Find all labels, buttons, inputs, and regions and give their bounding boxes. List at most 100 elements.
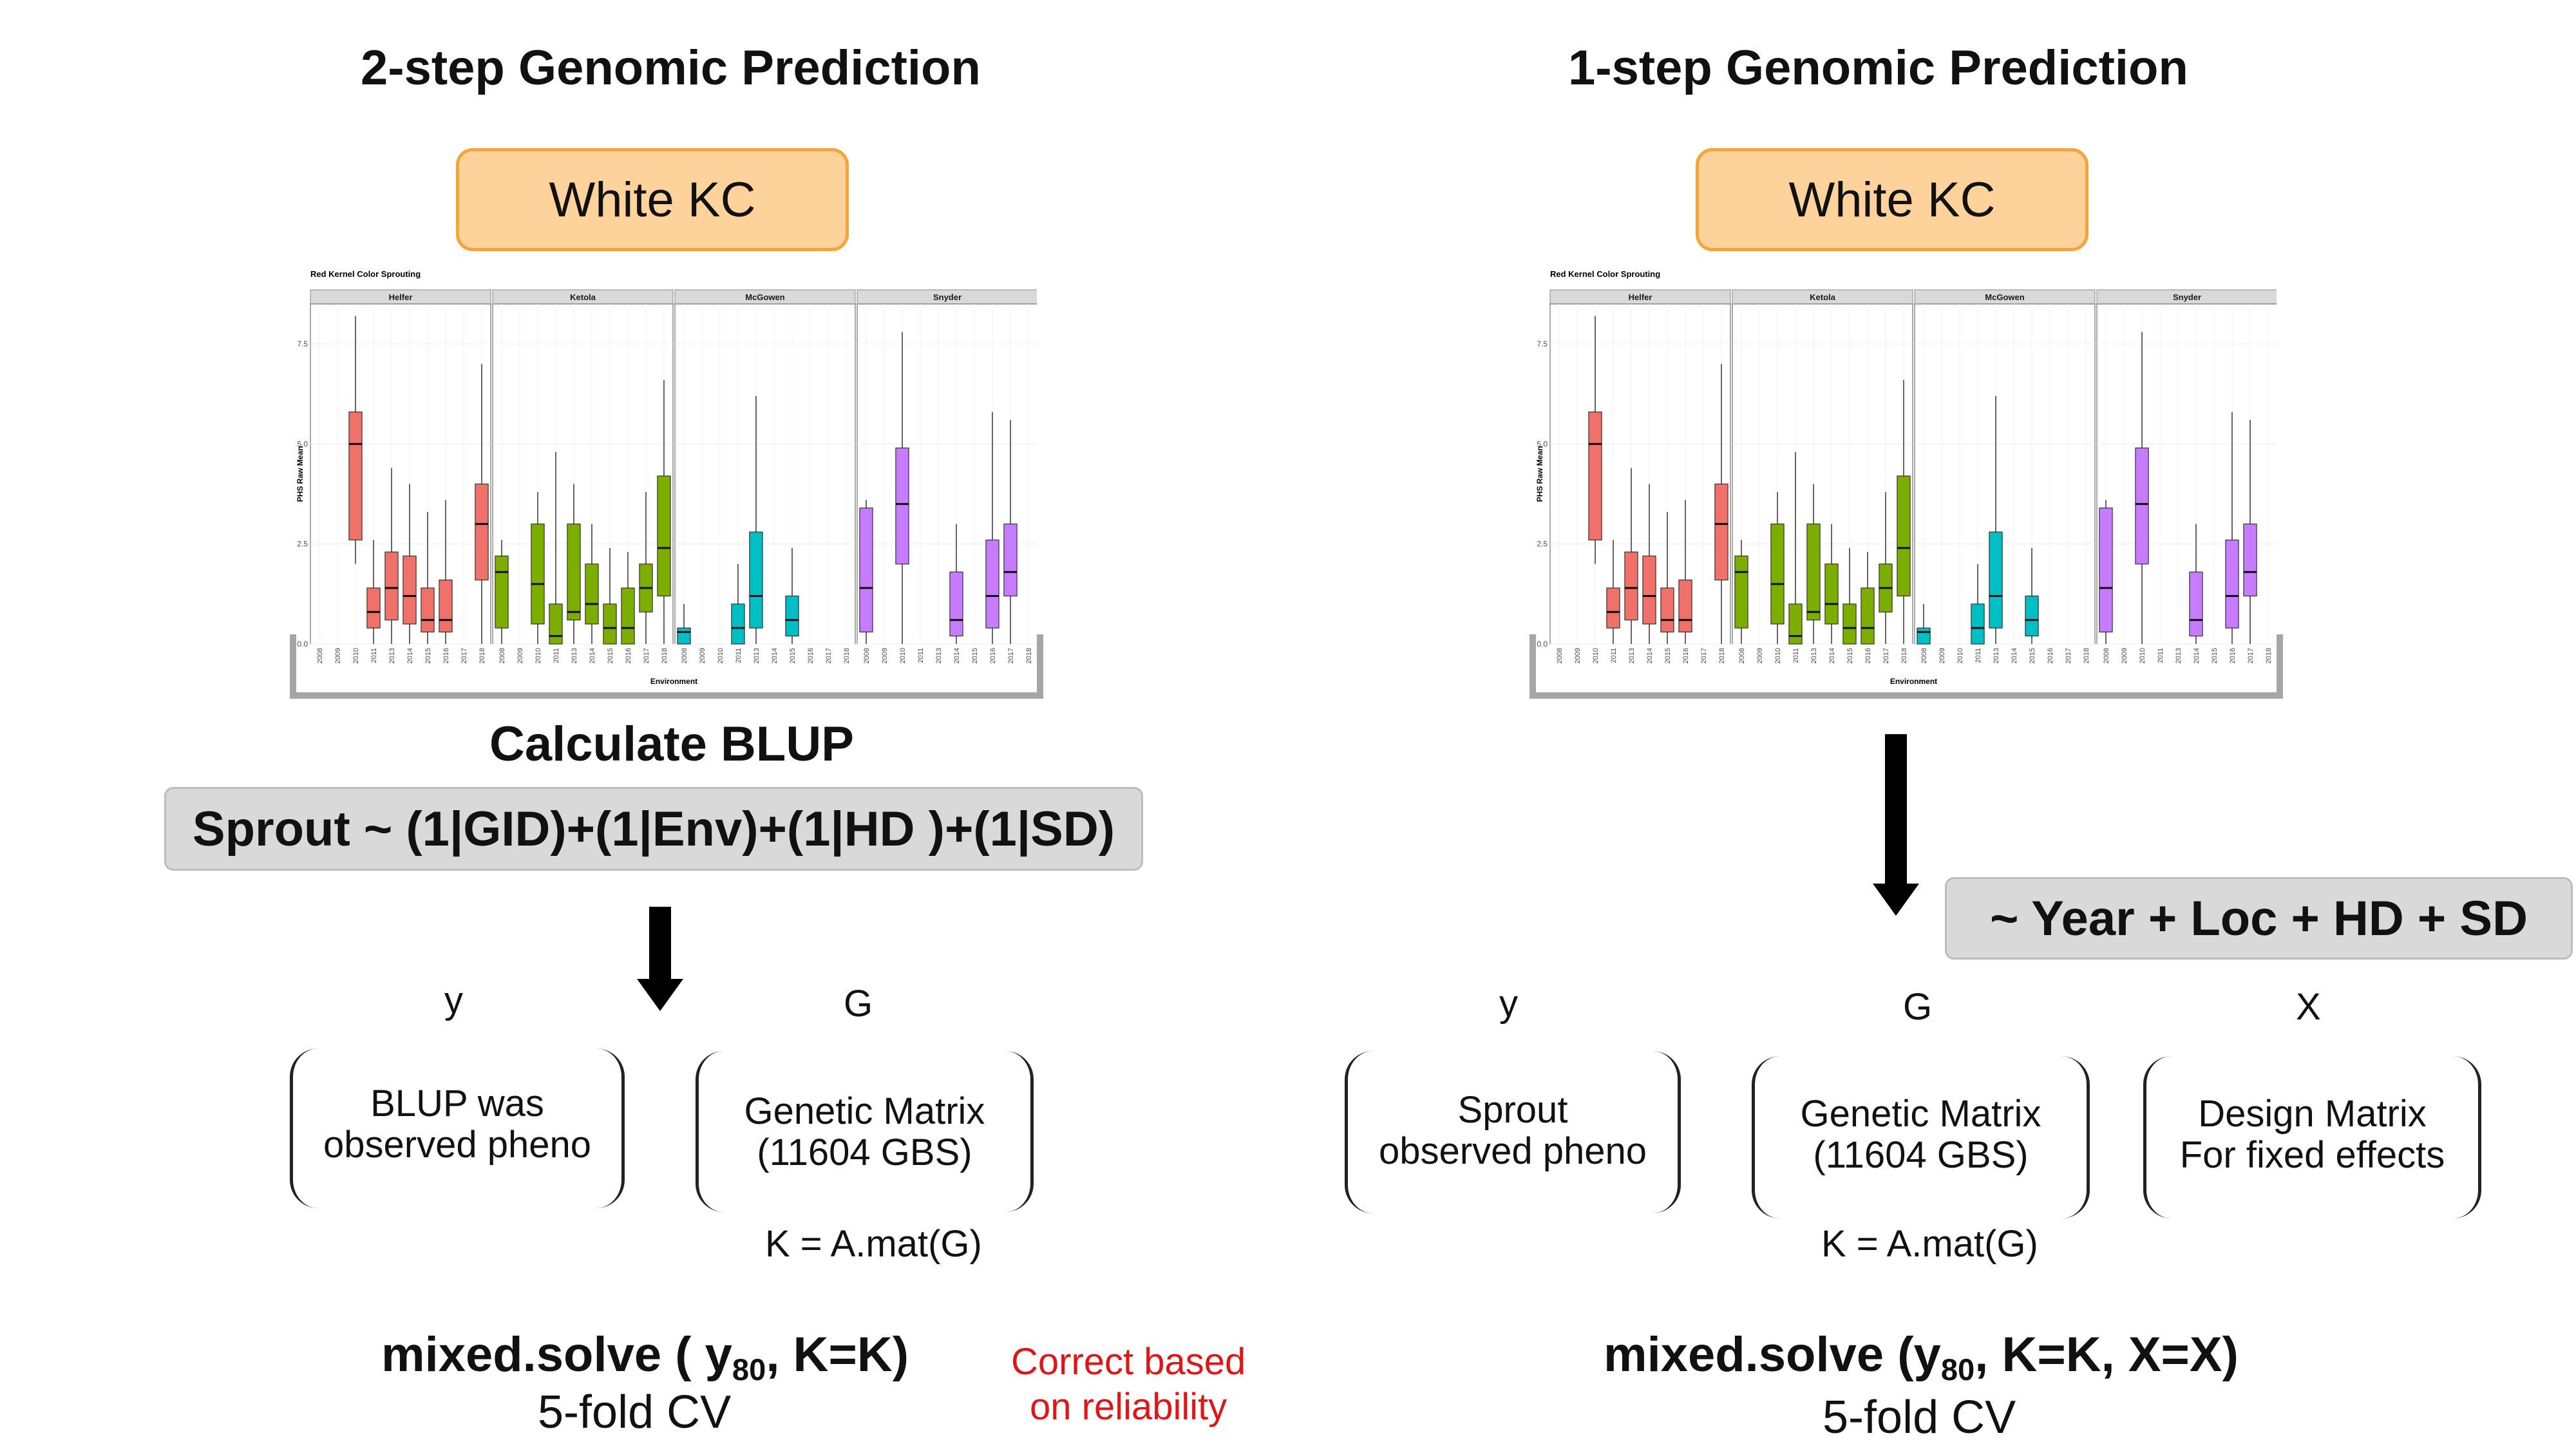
right-x-tick-label: 2016 [2047, 648, 2054, 663]
left-title: 2-step Genomic Prediction [361, 41, 981, 95]
right-x-tick-label: 2017 [2065, 648, 2072, 663]
right-trait-label: White KC [1788, 172, 1996, 227]
right-x-tick-label: 2015 [1846, 648, 1854, 663]
left-x-tick-label: 2015 [971, 648, 979, 663]
left-box-body [531, 524, 545, 625]
left-x-tick-label: 2014 [589, 648, 596, 663]
left-box-helfer-2011 [366, 540, 381, 644]
left-box-ketola-2018 [657, 380, 671, 644]
left-box-helfer-2016 [439, 500, 453, 644]
left-y-tick-label: 5.0 [297, 439, 308, 448]
right-x-tick-label: 2016 [1864, 648, 1872, 663]
left-box-snyder-2010 [895, 332, 909, 644]
right-solve-sub: 80 [1940, 1352, 1975, 1387]
left-box-ketola-2013 [567, 484, 581, 644]
left-panel-strip-label: Snyder [933, 292, 961, 302]
left-y-tick-label: 7.5 [297, 339, 308, 348]
left-g-text-line2: (11604 GBS) [757, 1132, 972, 1173]
left-x-tick-label: 2010 [535, 648, 542, 663]
right-box-helfer-2018 [1714, 364, 1728, 644]
right-x-tick-label: 2013 [1993, 648, 2000, 663]
left-panel-ketola: Ketola 2008 2009 2010 2011 2013 2014 2015 2016 20… [492, 289, 674, 663]
right-x-tick-label: 2010 [2139, 648, 2146, 663]
right-box-body [2025, 595, 2039, 637]
left-kinship-formula: K = A.mat(G) [765, 1223, 982, 1265]
left-box-mcgowen-2013 [749, 395, 763, 644]
right-box-body [1971, 603, 1985, 645]
right-y-text-line2: observed pheno [1379, 1130, 1647, 1172]
left-x-tick-label: 2016 [807, 648, 815, 663]
left-box-helfer-2010 [348, 316, 363, 564]
left-x-tick-label: 2018 [478, 648, 486, 663]
left-box-body [567, 524, 581, 621]
right-x-tick-label: 2008 [1738, 648, 1746, 663]
right-box-body [1861, 587, 1875, 645]
left-x-tick-label: 2013 [571, 648, 578, 663]
left-panel-strip-label: McGowen [745, 292, 784, 302]
right-fixed-formula-box: ~ Year + Loc + HD + SD [1945, 877, 2573, 960]
right-x-tick-label: 2008 [1920, 648, 1928, 663]
left-box-helfer-2018 [475, 364, 489, 644]
left-model-formula: Sprout ~ (1|GID)+(1|Env)+(1|HD )+(1|SD) [192, 801, 1115, 857]
left-box-body [603, 603, 617, 645]
right-y-tick-label: 2.5 [1537, 540, 1548, 549]
left-x-tick-label: 2017 [1007, 648, 1015, 663]
left-x-tick-label: 2011 [553, 648, 560, 663]
right-box-body [1770, 524, 1785, 625]
left-x-tick-label: 2008 [316, 648, 324, 663]
right-trait-box: White KC [1696, 148, 2088, 251]
right-box-mcgowen-2011 [1971, 564, 1985, 645]
left-box-body [439, 580, 453, 632]
left-x-tick-label: 2013 [388, 648, 396, 663]
left-box-body [785, 595, 799, 637]
right-y-tick-label: 7.5 [1537, 339, 1548, 348]
right-x-tick-label: 2009 [1938, 648, 1946, 663]
right-box-body [1824, 564, 1839, 625]
left-box-snyder-2014 [949, 524, 963, 644]
left-box-mcgowen-2015 [785, 547, 799, 644]
right-box-mcgowen-2015 [2025, 547, 2039, 644]
left-x-tick-label: 2010 [899, 648, 907, 663]
right-x-tick-label: 2014 [1646, 648, 1654, 663]
left-chart-bracket [290, 634, 1043, 699]
left-model-formula-box: Sprout ~ (1|GID)+(1|Env)+(1|HD )+(1|SD) [164, 787, 1143, 871]
right-x-tick-label: 2009 [1756, 648, 1764, 663]
right-box-body [1606, 587, 1620, 629]
right-box-body [1734, 555, 1748, 629]
right-box-body [2099, 507, 2113, 632]
left-box-body [1003, 524, 1018, 597]
right-box-body [1660, 587, 1674, 632]
right-box-body [1897, 475, 1911, 597]
left-panel-frame [674, 303, 856, 645]
right-x-tick-label: 2015 [1664, 648, 1672, 663]
right-box-body [2225, 539, 2239, 629]
left-x-tick-label: 2008 [498, 648, 506, 663]
right-kinship-formula: K = A.mat(G) [1821, 1223, 2038, 1265]
right-x-tick-label: 2009 [1574, 648, 1582, 663]
right-box-ketola-2011 [1788, 451, 1803, 645]
right-x-tick-label: 2015 [2211, 648, 2219, 663]
right-cv-label: 5-fold CV [1823, 1392, 2016, 1443]
left-box-body [549, 603, 563, 645]
left-trait-label: White KC [549, 172, 756, 227]
right-panel-helfer: Helfer 2008 2009 2010 2011 2013 2014 2015 2016 20… [1549, 289, 1731, 663]
right-x-tick-label: 2014 [2193, 648, 2201, 663]
left-solve-sub: 80 [732, 1352, 766, 1387]
left-x-tick-label: 2017 [825, 648, 833, 663]
right-x-tick-label: 2015 [2029, 648, 2036, 663]
right-box-body [2189, 571, 2203, 637]
right-y-bracket-group: Sprout observed pheno [1345, 1051, 1681, 1213]
right-panel-snyder: Snyder 2008 2009 2010 2011 2013 2014 2015 2016 20… [2096, 289, 2277, 663]
left-box-body [348, 412, 363, 541]
left-box-mcgowen-2008 [677, 603, 691, 645]
right-box-body [1842, 603, 1857, 645]
right-box-body [1788, 603, 1803, 645]
left-x-tick-label: 2016 [625, 648, 632, 663]
left-box-body [895, 448, 909, 565]
right-solve-pre: mixed.solve (y [1604, 1327, 1941, 1382]
right-down-arrow [1873, 734, 1919, 916]
left-x-tick-label: 2013 [753, 648, 761, 663]
right-x-tick-label: 2017 [2247, 648, 2255, 663]
left-x-tick-label: 2008 [863, 648, 871, 663]
right-x-tick-label: 2011 [1610, 648, 1618, 663]
